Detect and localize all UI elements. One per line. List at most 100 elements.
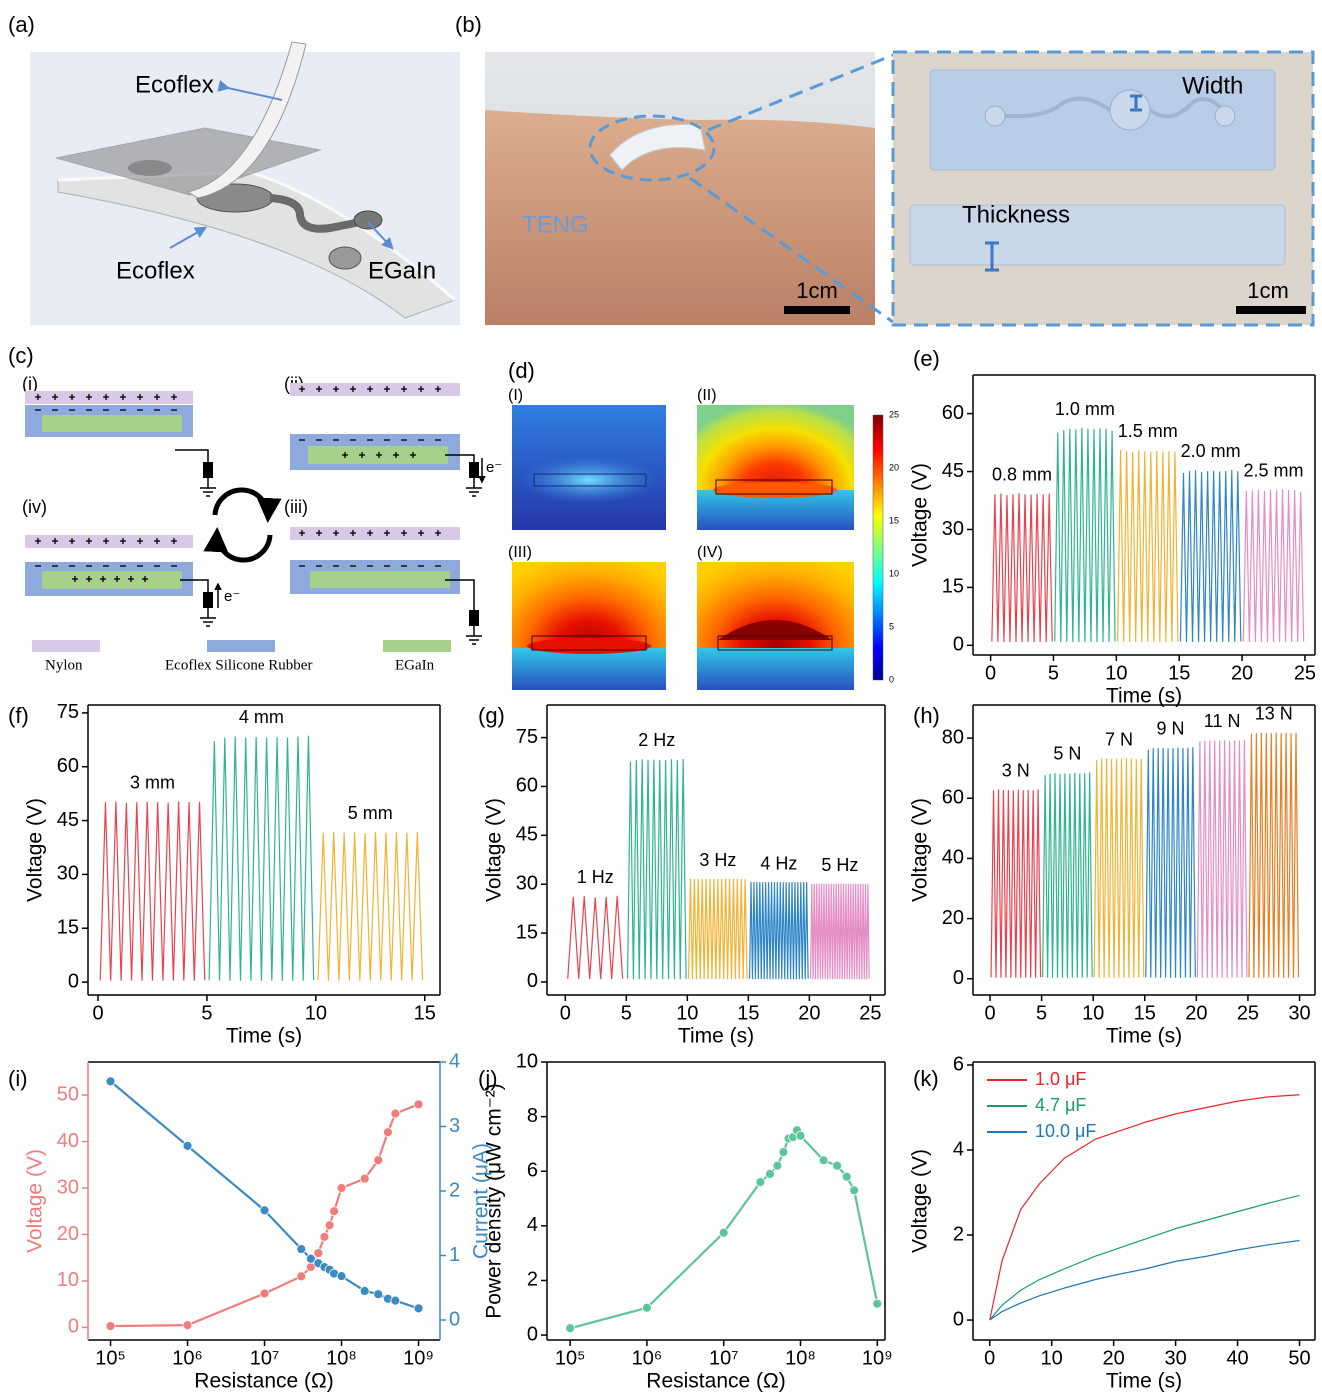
panel-d: (d) (I) (II) (III) (IV) 0510152025 bbox=[508, 358, 899, 690]
y-tick-label: 2 bbox=[527, 1269, 538, 1291]
legend-label: EGaIn bbox=[395, 657, 435, 673]
x-tick-label: 0 bbox=[560, 1002, 571, 1024]
data-line bbox=[1146, 748, 1196, 978]
y-axis-label: Voltage (V) bbox=[909, 463, 932, 567]
data-line bbox=[209, 736, 314, 980]
data-line bbox=[111, 1081, 419, 1308]
x-tick-label: 10⁷ bbox=[250, 1347, 279, 1369]
shape bbox=[329, 247, 361, 269]
x-axis-label: Time (s) bbox=[1106, 1025, 1182, 1048]
x-tick-label: 40 bbox=[1226, 1347, 1248, 1369]
series-label: 1.5 mm bbox=[1118, 421, 1178, 441]
series-label: 3 Hz bbox=[699, 850, 736, 870]
y-tick-label: 40 bbox=[942, 847, 964, 869]
shape bbox=[290, 527, 460, 540]
x-tick-label: 10⁹ bbox=[403, 1347, 434, 1369]
data-point bbox=[314, 1249, 323, 1258]
y-tick-label: 0 bbox=[527, 970, 538, 992]
shape bbox=[207, 640, 275, 652]
data-point bbox=[414, 1304, 423, 1313]
x-tick-label: 5 bbox=[1048, 662, 1059, 684]
y-tick-label: 15 bbox=[57, 917, 79, 939]
x-tick-label: 20 bbox=[1103, 1347, 1125, 1369]
shape bbox=[32, 640, 100, 652]
panel-label: (b) bbox=[455, 12, 482, 37]
x-tick-label: 10⁹ bbox=[862, 1347, 893, 1369]
data-point bbox=[796, 1131, 805, 1140]
data-line bbox=[1197, 741, 1247, 978]
y-tick-label: 8 bbox=[527, 1105, 538, 1127]
legend-label: Nylon bbox=[45, 657, 83, 673]
figure: (a) Ecoflex Ecoflex EGaIn (b) TENG 1cm W… bbox=[0, 0, 1322, 1394]
data-point bbox=[106, 1322, 115, 1331]
shape bbox=[873, 415, 883, 680]
y-tick-label: 0 bbox=[68, 970, 79, 992]
x-tick-label: 10⁵ bbox=[95, 1347, 126, 1369]
shape bbox=[383, 640, 451, 652]
colorbar-tick-label: 15 bbox=[889, 515, 899, 525]
y-tick-label: 60 bbox=[942, 402, 964, 424]
x-tick-label: 10 bbox=[1105, 662, 1127, 684]
y-tick-label: 30 bbox=[942, 518, 964, 540]
data-line bbox=[628, 759, 687, 978]
data-point bbox=[414, 1100, 423, 1109]
y-axis-label: Voltage (V) bbox=[909, 798, 932, 902]
panel-c: (c) (i) (ii) (iii) (iv) e⁻ e⁻ Nylon Ecof… bbox=[8, 343, 502, 674]
shape bbox=[42, 571, 182, 589]
data-point bbox=[842, 1172, 851, 1181]
y-tick-label: 20 bbox=[57, 1223, 79, 1245]
data-point bbox=[325, 1221, 334, 1230]
series-label: 4 Hz bbox=[760, 853, 797, 873]
data-line bbox=[1118, 450, 1178, 641]
x-tick-label: 10⁸ bbox=[785, 1347, 816, 1369]
x-tick-label: 15 bbox=[414, 1002, 436, 1024]
data-line bbox=[100, 802, 205, 980]
x-tick-label: 5 bbox=[621, 1002, 632, 1024]
data-point bbox=[360, 1174, 369, 1183]
x-tick-label: 10⁶ bbox=[632, 1347, 662, 1369]
y-tick-label: 30 bbox=[57, 1176, 79, 1198]
data-point bbox=[320, 1232, 329, 1241]
data-point bbox=[765, 1169, 774, 1178]
y-axis-label: Voltage (V) bbox=[24, 1149, 47, 1253]
state-label: (II) bbox=[697, 387, 717, 404]
x-axis-label: Time (s) bbox=[226, 1025, 302, 1048]
y-tick-label: 40 bbox=[57, 1130, 79, 1152]
shape bbox=[784, 306, 850, 314]
scale-label: 1cm bbox=[1247, 278, 1289, 303]
label-ecoflex-bottom: Ecoflex bbox=[116, 257, 195, 284]
data-line bbox=[992, 494, 1052, 642]
data-point bbox=[566, 1324, 575, 1333]
x-tick-label: 25 bbox=[859, 1002, 881, 1024]
state-label: (i) bbox=[22, 374, 38, 394]
data-point bbox=[642, 1303, 651, 1312]
series-label: 11 N bbox=[1204, 711, 1241, 731]
x-tick-label: 25 bbox=[1294, 662, 1316, 684]
panel-label: (k) bbox=[913, 1066, 939, 1091]
data-point bbox=[360, 1286, 369, 1295]
legend-label: 4.7 μF bbox=[1035, 1095, 1086, 1115]
x-tick-label: 10 bbox=[676, 1002, 698, 1024]
data-point bbox=[779, 1148, 788, 1157]
colorbar-tick-label: 20 bbox=[889, 462, 899, 472]
resistor bbox=[203, 592, 213, 608]
x-tick-label: 15 bbox=[737, 1002, 759, 1024]
label-thickness: Thickness bbox=[962, 201, 1070, 228]
y-tick-label: 4 bbox=[953, 1138, 964, 1160]
y-axis-label: Power density (μW cm⁻²) bbox=[483, 1083, 506, 1319]
scale-label: 1cm bbox=[796, 278, 838, 303]
data-point bbox=[756, 1178, 765, 1187]
x-tick-label: 20 bbox=[1231, 662, 1253, 684]
panel-a: (a) Ecoflex Ecoflex EGaIn bbox=[8, 12, 460, 325]
data-point bbox=[833, 1161, 842, 1170]
data-point bbox=[374, 1290, 383, 1299]
shape bbox=[128, 160, 172, 176]
series-label: 5 N bbox=[1053, 743, 1081, 763]
x-tick-label: 15 bbox=[1134, 1002, 1156, 1024]
x-axis-label: Resistance (Ω) bbox=[194, 1370, 333, 1393]
shape bbox=[354, 211, 382, 229]
y-tick-label: 30 bbox=[516, 872, 538, 894]
series-label: 5 Hz bbox=[821, 855, 858, 875]
label-width: Width bbox=[1182, 72, 1243, 99]
shape bbox=[215, 490, 268, 518]
